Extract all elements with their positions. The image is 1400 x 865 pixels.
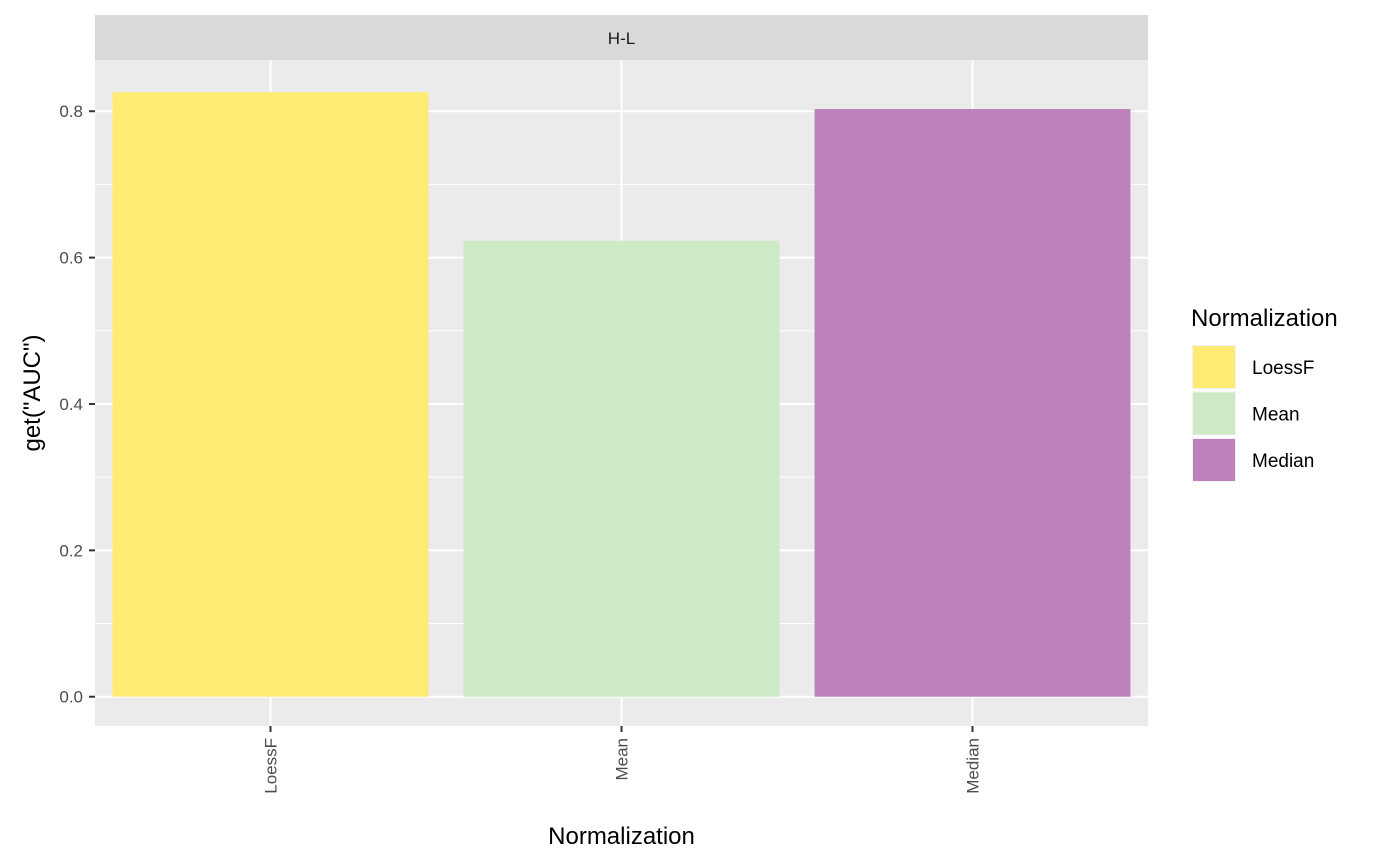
bar-mean — [463, 240, 780, 697]
legend-swatch-median — [1193, 439, 1235, 481]
x-tick-label: Median — [964, 738, 983, 794]
legend-label: Mean — [1252, 405, 1300, 426]
y-tick-label: 0.6 — [59, 249, 83, 268]
legend-label: LoessF — [1252, 358, 1314, 379]
legend-swatch-loessf — [1193, 346, 1235, 388]
y-axis: 0.0 0.2 0.4 0.6 0.8 — [59, 102, 95, 707]
legend-entries: LoessF Mean Median — [1192, 345, 1314, 482]
bars — [112, 92, 1131, 697]
facet-strip-label: H-L — [608, 29, 635, 48]
x-axis-title: Normalization — [548, 823, 695, 850]
legend-label: Median — [1252, 451, 1314, 472]
facet-strip — [95, 15, 1148, 60]
y-axis-title: get("AUC") — [19, 334, 46, 451]
x-axis: LoessF Mean Median — [262, 726, 983, 794]
x-tick-label: LoessF — [262, 738, 281, 794]
legend-title: Normalization — [1191, 305, 1338, 332]
y-tick-label: 0.2 — [59, 541, 83, 560]
legend-swatch-mean — [1193, 392, 1235, 435]
y-tick-label: 0.4 — [59, 395, 83, 414]
x-tick-label: Mean — [613, 738, 632, 781]
legend: Normalization LoessF Mean Median — [1191, 305, 1338, 482]
y-tick-label: 0.8 — [59, 102, 83, 121]
bar-median — [814, 109, 1131, 697]
y-tick-label: 0.0 — [59, 688, 83, 707]
bar-loessf — [112, 92, 429, 697]
